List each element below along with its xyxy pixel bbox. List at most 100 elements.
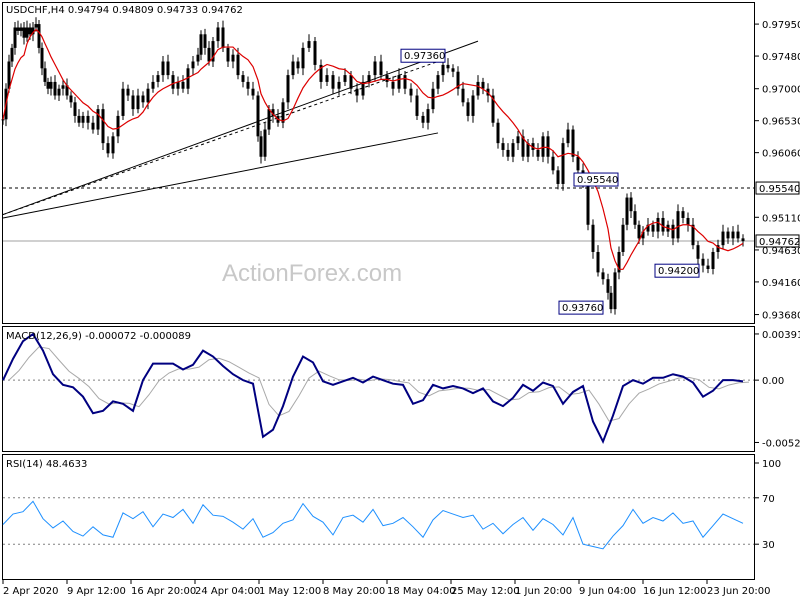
candle-body (106, 143, 110, 154)
candle-body (259, 136, 263, 157)
candle-body (706, 265, 710, 269)
rsi-y-tick-label: 30 (762, 540, 775, 551)
price-panel-border (2, 2, 755, 324)
candle-body (526, 143, 530, 157)
x-tick-label: 24 Apr 04:00 (195, 586, 260, 597)
candle-body (96, 109, 100, 130)
candle-body (721, 231, 725, 246)
candle-body (73, 102, 77, 116)
candle-body (466, 102, 470, 116)
candle-body (696, 245, 700, 259)
candle-body (686, 217, 690, 225)
rsi-y-axis: 100 70 30 (754, 459, 781, 551)
candle-body (226, 47, 230, 62)
candle-body (361, 81, 365, 96)
candle-body (136, 95, 140, 110)
axis-value-box (755, 234, 800, 248)
candle-body (186, 68, 190, 89)
candle-body (101, 109, 105, 144)
candle-body (586, 183, 590, 225)
candle-body (613, 272, 617, 310)
candle-body (1, 119, 5, 121)
rsi-plot (2, 497, 754, 550)
candle-body (156, 75, 160, 82)
candle-body (421, 115, 425, 123)
price-annotation-label: 0.97360 (404, 51, 445, 62)
candle-body (191, 61, 195, 69)
candle-body (61, 85, 65, 89)
candle-body (451, 68, 455, 72)
candle-body (166, 61, 170, 76)
candle-body (701, 258, 705, 266)
candle-body (591, 224, 595, 252)
candle-body (196, 54, 200, 62)
price-y-tick-label: 0.94160 (762, 278, 800, 289)
candle-body (43, 68, 47, 82)
candle-body (531, 143, 535, 150)
rsi-y-tick-label: 100 (762, 459, 781, 470)
rsi-panel-border (2, 454, 755, 580)
price-y-axis: 0.97950 0.97480 0.97000 0.96530 0.96060 0.951… (754, 20, 800, 322)
x-tick-label: 16 Apr 20:00 (131, 586, 196, 597)
candle-body (141, 95, 145, 103)
x-tick-label: 18 May 04:00 (387, 586, 456, 597)
candle-body (461, 88, 465, 103)
candle-body (307, 41, 311, 48)
candle-body (541, 136, 545, 157)
rsi-line (2, 500, 744, 550)
candle-body (146, 88, 150, 103)
price-y-tick-label: 0.97000 (762, 85, 800, 96)
price-annotation-box (558, 300, 604, 315)
candle-body (207, 47, 211, 62)
price-y-tick-label: 0.96530 (762, 117, 800, 128)
x-tick-label: 2 Apr 2020 (3, 586, 58, 597)
candle-body (203, 34, 207, 48)
candle-body (633, 211, 637, 225)
candle-body (221, 27, 225, 48)
candle-body (561, 143, 565, 184)
candle-body (566, 129, 570, 144)
candle-body (681, 211, 685, 218)
macd-panel-border (2, 326, 755, 452)
candle-body (476, 81, 480, 96)
candle-body (116, 115, 120, 137)
candle-body (367, 75, 371, 82)
candle-body (436, 75, 440, 89)
candle-body (609, 292, 613, 310)
candle-body (46, 81, 50, 89)
macd-y-axis: 0.003911 0.00 -0.005277 (754, 330, 800, 449)
candle-body (86, 115, 90, 123)
candle-body (301, 47, 305, 69)
trend-line-1 (2, 132, 439, 219)
candle-body (313, 41, 317, 65)
candle-body (521, 136, 525, 157)
candle-body (251, 88, 255, 96)
candle-body (121, 88, 125, 116)
candle-body (355, 88, 359, 96)
candle-body (349, 75, 353, 89)
candle-body (511, 143, 515, 157)
price-y-tick-label: 0.94630 (762, 246, 800, 257)
candle-body (267, 109, 271, 130)
watermark: ActionForex.com (222, 260, 402, 287)
candle-body (37, 24, 41, 48)
price-annotation-box (400, 48, 446, 63)
price-y-tick-label: 0.96060 (762, 149, 800, 160)
axis-value-box (755, 181, 800, 195)
candle-body (571, 129, 575, 157)
candle-body (601, 272, 605, 280)
macd-y-tick-label: 0.003911 (762, 330, 800, 341)
candle-body (471, 95, 475, 116)
candle-body (211, 41, 215, 62)
candle-body (65, 85, 69, 96)
candle-body (13, 27, 17, 48)
moving-average-line (2, 28, 744, 270)
candle-body (596, 251, 600, 273)
candle-body (40, 47, 44, 69)
candle-body (716, 245, 720, 252)
candle-body (181, 81, 185, 89)
candle-body (536, 149, 540, 157)
candle-body (516, 136, 520, 144)
candle-body (415, 95, 419, 116)
candle-body (576, 156, 580, 171)
